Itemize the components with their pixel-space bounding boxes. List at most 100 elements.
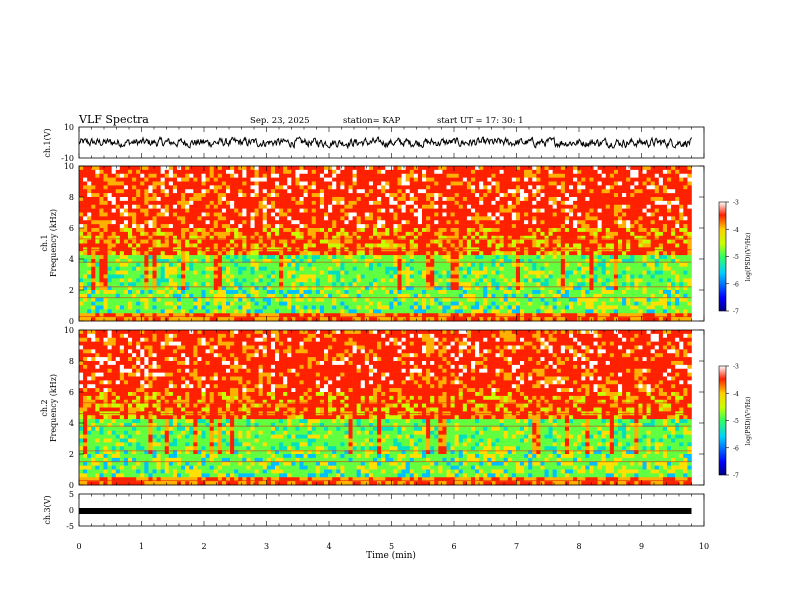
spectrogram-cell [352, 270, 357, 275]
spectrogram-cell [262, 259, 268, 264]
spectrogram-cell [373, 200, 378, 206]
spectrogram-cell [336, 177, 341, 182]
spectrogram-cell [226, 274, 231, 279]
spectrogram-cell [201, 274, 206, 279]
spectrogram-cell [270, 212, 276, 217]
spectrogram-cell [181, 177, 186, 182]
spectrogram-cell [344, 224, 349, 229]
spectrogram-cell [397, 204, 402, 209]
spectrogram-cell [270, 290, 276, 295]
spectrogram-cell [422, 224, 427, 229]
spectrogram-cell [446, 274, 451, 279]
spectrogram-cell [344, 197, 349, 202]
spectrogram-cell [164, 200, 170, 206]
spectrogram-cell [560, 166, 566, 171]
spectrogram-cell [462, 169, 468, 175]
spectrogram-cell [262, 220, 268, 225]
spectrogram-cell [528, 266, 533, 271]
spectrogram-cell [491, 270, 496, 275]
spectrogram-cell [336, 193, 341, 198]
spectrogram-cell [540, 266, 545, 271]
spectrogram-cell [454, 286, 460, 291]
spectrogram-cell [564, 216, 570, 221]
spectrogram-cell [471, 224, 476, 229]
spectrogram-cell [185, 228, 190, 233]
spectrogram-cell [123, 243, 129, 248]
spectrogram-cell [417, 297, 423, 302]
spectrogram-cell [430, 224, 435, 229]
spectrogram-cell [221, 270, 227, 275]
spectrogram-cell [552, 301, 558, 306]
spectrogram-cell [340, 301, 345, 306]
spectrogram-cell [373, 270, 378, 275]
spectrogram-cell [471, 293, 476, 299]
spectrogram-cell [250, 212, 255, 217]
spectrogram-cell [356, 266, 362, 271]
spectrogram-cell [560, 262, 566, 268]
spectrogram-cell [564, 224, 570, 229]
spectrogram-cell [266, 266, 272, 271]
spectrogram-cell [238, 235, 243, 240]
spectrogram-cell [487, 317, 492, 322]
spectrogram-cell [360, 274, 366, 279]
spectrogram-cell [299, 177, 304, 182]
spectrogram-cell [536, 301, 541, 306]
spectrogram-cell [520, 282, 525, 287]
spectrogram-cell [336, 262, 341, 268]
spectrogram-cell [479, 313, 484, 318]
spectrogram-cell [405, 266, 411, 271]
spectrogram-cell [528, 177, 533, 182]
spectrogram-cell [119, 173, 125, 178]
spectrogram-cell [140, 231, 145, 237]
spectrogram-cell [528, 255, 533, 260]
spectrogram-cell [107, 200, 112, 206]
spectrogram-cell [270, 208, 276, 213]
spectrogram-cell [511, 231, 517, 237]
spectrogram-cell [299, 243, 304, 248]
spectrogram-cell [454, 274, 460, 279]
spectrogram-cell [438, 297, 443, 302]
spectrogram-cell [352, 305, 357, 310]
spectrogram-cell [548, 189, 553, 194]
spectrogram-cell [324, 193, 329, 198]
spectrogram-cell [536, 228, 541, 233]
spectrogram-cell [177, 231, 182, 237]
spectrogram-cell [544, 212, 549, 217]
spectrogram-cell [311, 278, 317, 283]
spectrogram-cell [430, 309, 435, 314]
spectrogram-cell [299, 216, 304, 221]
spectrogram-cell [103, 224, 108, 229]
spectrogram-cell [307, 278, 313, 283]
spectrogram-cell [373, 278, 378, 283]
spectrogram-cell [430, 177, 435, 182]
spectrogram-cell [189, 255, 194, 260]
spectrogram-cell [569, 220, 574, 225]
spectrogram-cell [511, 204, 517, 209]
spectrogram-cell [87, 231, 92, 237]
spectrogram-cell [479, 177, 484, 182]
spectrogram-cell [91, 301, 96, 306]
spectrogram-cell [487, 266, 492, 271]
spectrogram-cell [413, 251, 419, 256]
spectrogram-cell [172, 193, 178, 198]
spectrogram-cell [156, 317, 161, 322]
spectrogram-cell [279, 293, 284, 299]
spectrogram-cell [507, 286, 513, 291]
spectrogram-cell [560, 228, 566, 233]
spectrogram-cell [185, 278, 190, 283]
spectrogram-cell [246, 282, 251, 287]
spectrogram-cell [205, 200, 210, 206]
spectrogram-cell [95, 216, 100, 221]
spectrogram-cell [197, 189, 202, 194]
spectrogram-cell [299, 228, 304, 233]
spectrogram-cell [364, 290, 370, 295]
spectrogram-cell [87, 189, 92, 194]
spectrogram-cell [487, 181, 492, 186]
spectrogram-cell [299, 274, 304, 279]
spectrogram-cell [287, 290, 292, 295]
spectrogram-cell [495, 251, 500, 256]
spectrogram-cell [311, 208, 317, 213]
spectrogram-cell [446, 243, 451, 248]
spectrogram-cell [217, 278, 223, 283]
spectrogram-cell [275, 220, 280, 225]
